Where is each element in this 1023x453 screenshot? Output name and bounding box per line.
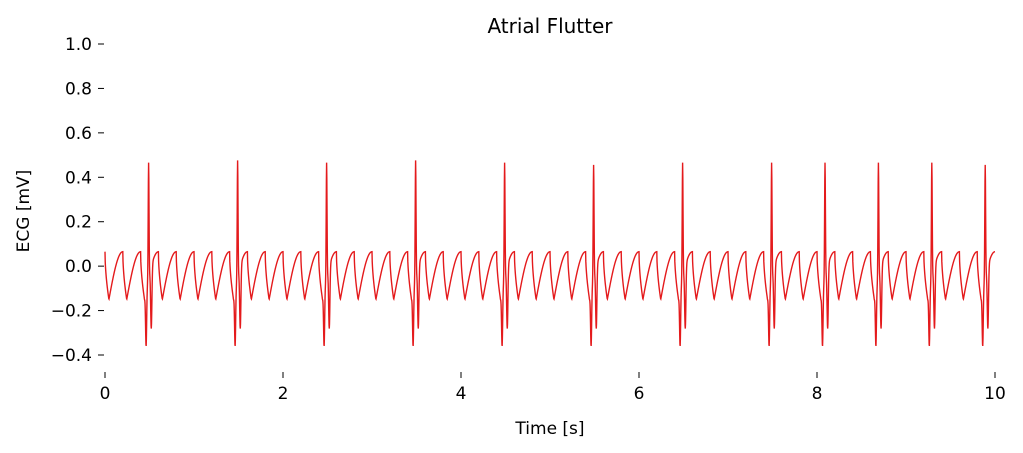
y-tick-label: −0.2 [51,302,92,322]
r-peak-point [771,150,772,151]
r-peak-point [682,150,683,151]
x-axis: 0 2 4 6 8 10 [100,372,1006,404]
x-tick-label: 4 [456,384,467,404]
y-tick-label: 0.4 [65,168,92,188]
x-tick-label: 10 [984,384,1006,404]
r-peak-point [415,148,416,149]
r-peak-point [825,150,826,151]
y-tick-label: −0.4 [51,346,92,366]
x-tick-label: 8 [812,384,823,404]
r-peak-point [878,150,879,151]
r-peak-point [931,150,932,151]
x-axis-label: Time [s] [514,419,584,439]
r-peak-point [237,148,238,149]
chart-title: Atrial Flutter [487,14,613,38]
r-peak-point [326,150,327,151]
r-peak-point [504,150,505,151]
qrs-peaks [148,148,986,153]
r-peak-point [148,150,149,151]
y-tick-label: 0.6 [65,124,92,144]
r-peak-point [593,152,594,153]
x-tick-label: 0 [100,384,111,404]
x-tick-label: 2 [278,384,289,404]
y-tick-label: 1.0 [65,35,92,55]
y-tick-label: 0.8 [65,79,92,99]
x-tick-label: 6 [634,384,645,404]
y-axis-label: ECG [mV] [14,170,34,253]
y-axis: −0.4 −0.2 0.0 0.2 0.4 0.6 0.8 1.0 [51,35,104,366]
y-tick-label: 0.0 [65,257,92,277]
y-tick-label: 0.2 [65,213,92,233]
r-peak-point [985,152,986,153]
series-line-ecg [104,160,996,347]
